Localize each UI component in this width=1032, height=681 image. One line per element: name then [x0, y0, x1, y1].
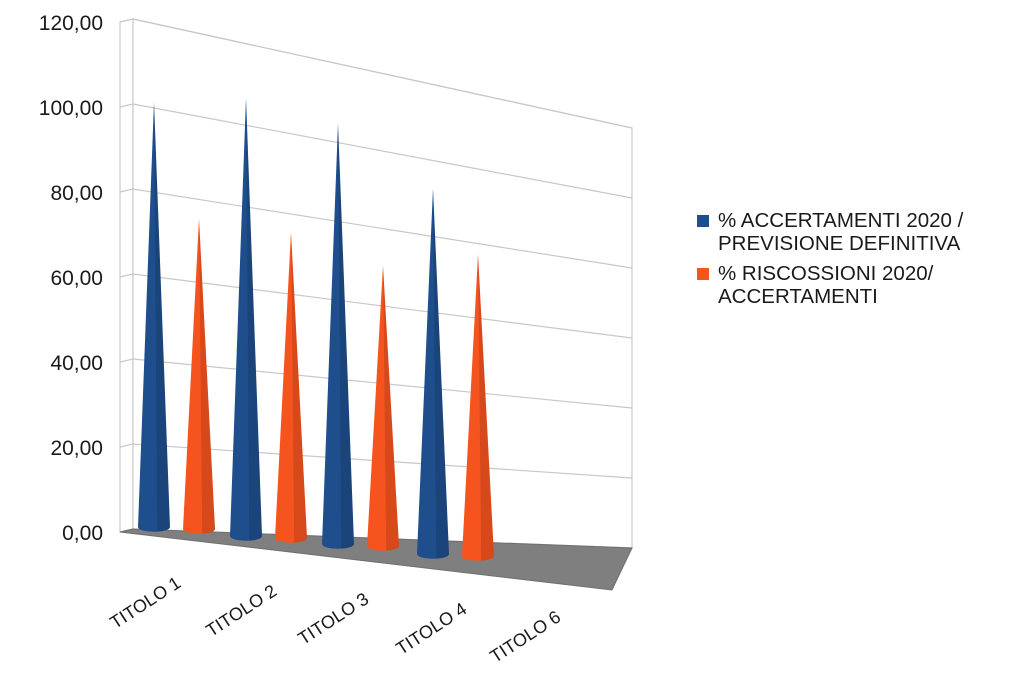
gridline — [119, 273, 633, 339]
legend-item-accertamenti: % ACCERTAMENTI 2020 / PREVISIONE DEFINIT… — [697, 209, 963, 255]
y-axis-ticks: 0,00 20,00 40,00 60,00 80,00 100,00 120,00 — [39, 12, 103, 545]
legend: % ACCERTAMENTI 2020 / PREVISIONE DEFINIT… — [697, 209, 963, 315]
cone-riscossioni — [275, 232, 307, 543]
cone-shade — [433, 188, 449, 559]
cone-riscossioni — [367, 265, 399, 551]
gridline — [119, 188, 633, 269]
y-tick-label: 120,00 — [39, 12, 103, 35]
cone-shade — [291, 232, 307, 543]
y-tick-label: 40,00 — [50, 352, 103, 375]
gridline — [119, 358, 633, 409]
cone-body — [462, 254, 494, 561]
cone-riscossioni — [462, 254, 494, 561]
cone-accertamenti — [417, 188, 449, 559]
cone-body — [183, 218, 215, 534]
x-axis-ticks: TITOLO 1 TITOLO 2 TITOLO 3 TITOLO 4 TITOLO 6 — [106, 573, 564, 667]
y-tick-label: 0,00 — [62, 522, 103, 545]
cone-shade — [246, 98, 262, 541]
cone-accertamenti — [322, 123, 354, 549]
cone-shade — [338, 123, 354, 549]
cone-body — [275, 232, 307, 543]
x-tick-label: TITOLO 1 — [106, 573, 184, 633]
y-tick-label: 60,00 — [50, 267, 103, 290]
x-tick-label: TITOLO 2 — [202, 581, 280, 641]
cone-riscossioni — [183, 218, 215, 534]
legend-item-riscossioni: % RISCOSSIONI 2020/ ACCERTAMENTI — [697, 262, 963, 308]
y-tick-label: 20,00 — [50, 437, 103, 460]
cone-accertamenti — [138, 102, 170, 532]
cone-body — [230, 98, 262, 541]
gridline — [119, 443, 633, 479]
cone-shade — [199, 218, 215, 534]
x-tick-label: TITOLO 4 — [392, 599, 470, 659]
cones — [138, 98, 494, 561]
cone-body — [367, 265, 399, 551]
legend-swatch-accertamenti — [697, 215, 709, 227]
cone-shade — [383, 265, 399, 551]
cone-accertamenti — [230, 98, 262, 541]
gridline — [119, 18, 633, 129]
cone-body — [322, 123, 354, 549]
cone-body — [417, 188, 449, 559]
y-tick-label: 80,00 — [50, 182, 103, 205]
y-tick-label: 100,00 — [39, 97, 103, 120]
cone-body — [138, 102, 170, 532]
legend-label-riscossioni: % RISCOSSIONI 2020/ ACCERTAMENTI — [718, 262, 934, 308]
x-tick-label: TITOLO 3 — [294, 589, 372, 649]
cone-shade — [154, 102, 170, 532]
x-tick-label: TITOLO 6 — [486, 607, 564, 667]
cone-shade — [478, 254, 494, 561]
gridline — [119, 103, 633, 199]
legend-swatch-riscossioni — [697, 268, 709, 280]
legend-label-accertamenti: % ACCERTAMENTI 2020 / PREVISIONE DEFINIT… — [718, 209, 964, 255]
